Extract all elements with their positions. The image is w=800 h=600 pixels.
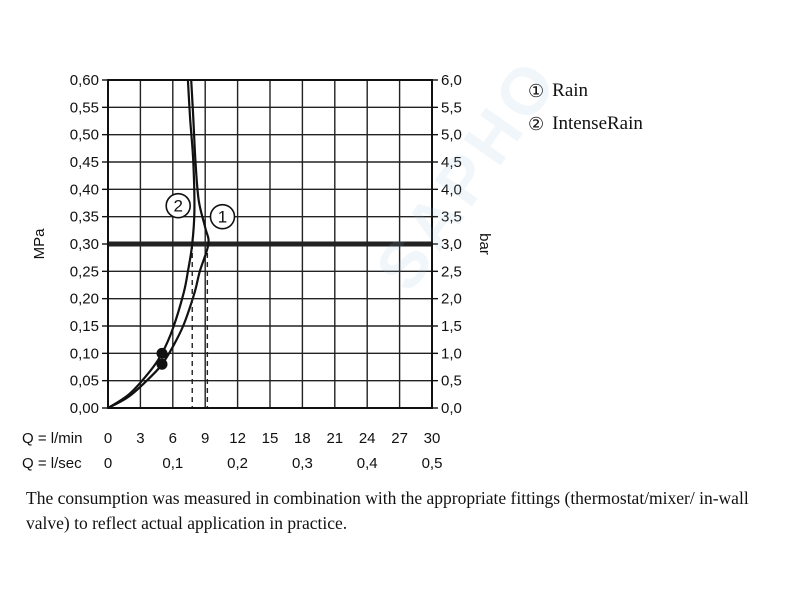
x-primary-tick-label: 27 (391, 430, 408, 447)
x-secondary-tick-label: 0,4 (357, 455, 378, 472)
series-line-intenserain (107, 79, 196, 409)
y-right-tick-label: 1,0 (441, 345, 462, 362)
legend-label-intenserain: IntenseRain (552, 113, 643, 134)
x-primary-tick-label: 6 (169, 430, 177, 447)
series-group: 21 (107, 79, 236, 409)
x-primary-axis-title: Q = l/min (22, 430, 82, 447)
y-right-tick-label: 4,0 (441, 181, 462, 198)
y-left-tick-label: 0,05 (70, 373, 99, 390)
y-right-tick-label: 1,5 (441, 318, 462, 335)
series-line-rain (107, 79, 210, 409)
y-left-tick-label: 0,60 (70, 72, 99, 89)
circled-two-icon: ② (528, 113, 545, 135)
y-right-tick-label: 5,5 (441, 99, 462, 116)
y-left-tick-label: 0,55 (70, 99, 99, 116)
x-secondary-tick-label: 0,5 (422, 455, 443, 472)
flow-pressure-chart: 21 0,000,050,100,150,200,250,300,350,400… (22, 72, 493, 472)
x-primary-tick-label: 21 (326, 430, 343, 447)
x-primary-tick-label: 12 (229, 430, 246, 447)
tick-labels: 0,000,050,100,150,200,250,300,350,400,45… (22, 72, 493, 472)
y-right-tick-label: 5,0 (441, 127, 462, 144)
y-right-tick-label: 3,0 (441, 236, 462, 253)
callout-circle-intenserain (165, 192, 191, 219)
x-primary-tick-label: 24 (359, 430, 376, 447)
x-secondary-axis-title: Q = l/sec (22, 455, 82, 472)
y-right-tick-label: 0,5 (441, 373, 462, 390)
x-primary-tick-label: 18 (294, 430, 311, 447)
legend-item-rain: ① Rain (528, 80, 588, 102)
y-left-axis-title: MPa (31, 228, 48, 260)
y-left-tick-label: 0,20 (70, 291, 99, 308)
legend-label-rain: Rain (552, 80, 589, 101)
y-left-tick-label: 0,45 (70, 154, 99, 171)
y-left-tick-label: 0,35 (70, 209, 99, 226)
callout-label-rain: 1 (218, 208, 227, 227)
y-left-tick-label: 0,00 (70, 400, 99, 417)
circled-one-icon: ① (528, 80, 545, 102)
y-right-axis-title: bar (476, 233, 493, 255)
axes (102, 79, 438, 409)
y-left-tick-label: 0,15 (70, 318, 99, 335)
x-primary-tick-label: 15 (262, 430, 279, 447)
x-primary-tick-label: 30 (424, 430, 441, 447)
y-left-tick-label: 0,25 (70, 263, 99, 280)
y-right-tick-label: 6,0 (441, 72, 462, 89)
callout-circle-rain (209, 203, 236, 230)
y-left-tick-label: 0,10 (70, 345, 99, 362)
y-right-tick-label: 2,5 (441, 263, 462, 280)
series-point-rain (156, 358, 168, 370)
y-left-tick-label: 0,40 (70, 181, 99, 198)
x-secondary-tick-label: 0,2 (227, 455, 248, 472)
callout-label-intenserain: 2 (173, 197, 182, 216)
series-point-intenserain (156, 347, 168, 359)
x-primary-tick-label: 9 (201, 430, 209, 447)
y-left-tick-label: 0,30 (70, 236, 99, 253)
x-secondary-tick-label: 0,1 (162, 455, 183, 472)
y-right-tick-label: 4,5 (441, 154, 462, 171)
x-secondary-tick-label: 0,3 (292, 455, 313, 472)
x-primary-tick-label: 0 (104, 430, 112, 447)
x-primary-tick-label: 3 (136, 430, 144, 447)
y-right-tick-label: 0,0 (441, 400, 462, 417)
y-right-tick-label: 2,0 (441, 291, 462, 308)
x-secondary-tick-label: 0 (104, 455, 112, 472)
y-left-tick-label: 0,50 (70, 127, 99, 144)
legend-item-intenserain: ② IntenseRain (528, 113, 643, 135)
footnote: The consumption was measured in combinat… (26, 488, 749, 533)
y-right-tick-label: 3,5 (441, 209, 462, 226)
